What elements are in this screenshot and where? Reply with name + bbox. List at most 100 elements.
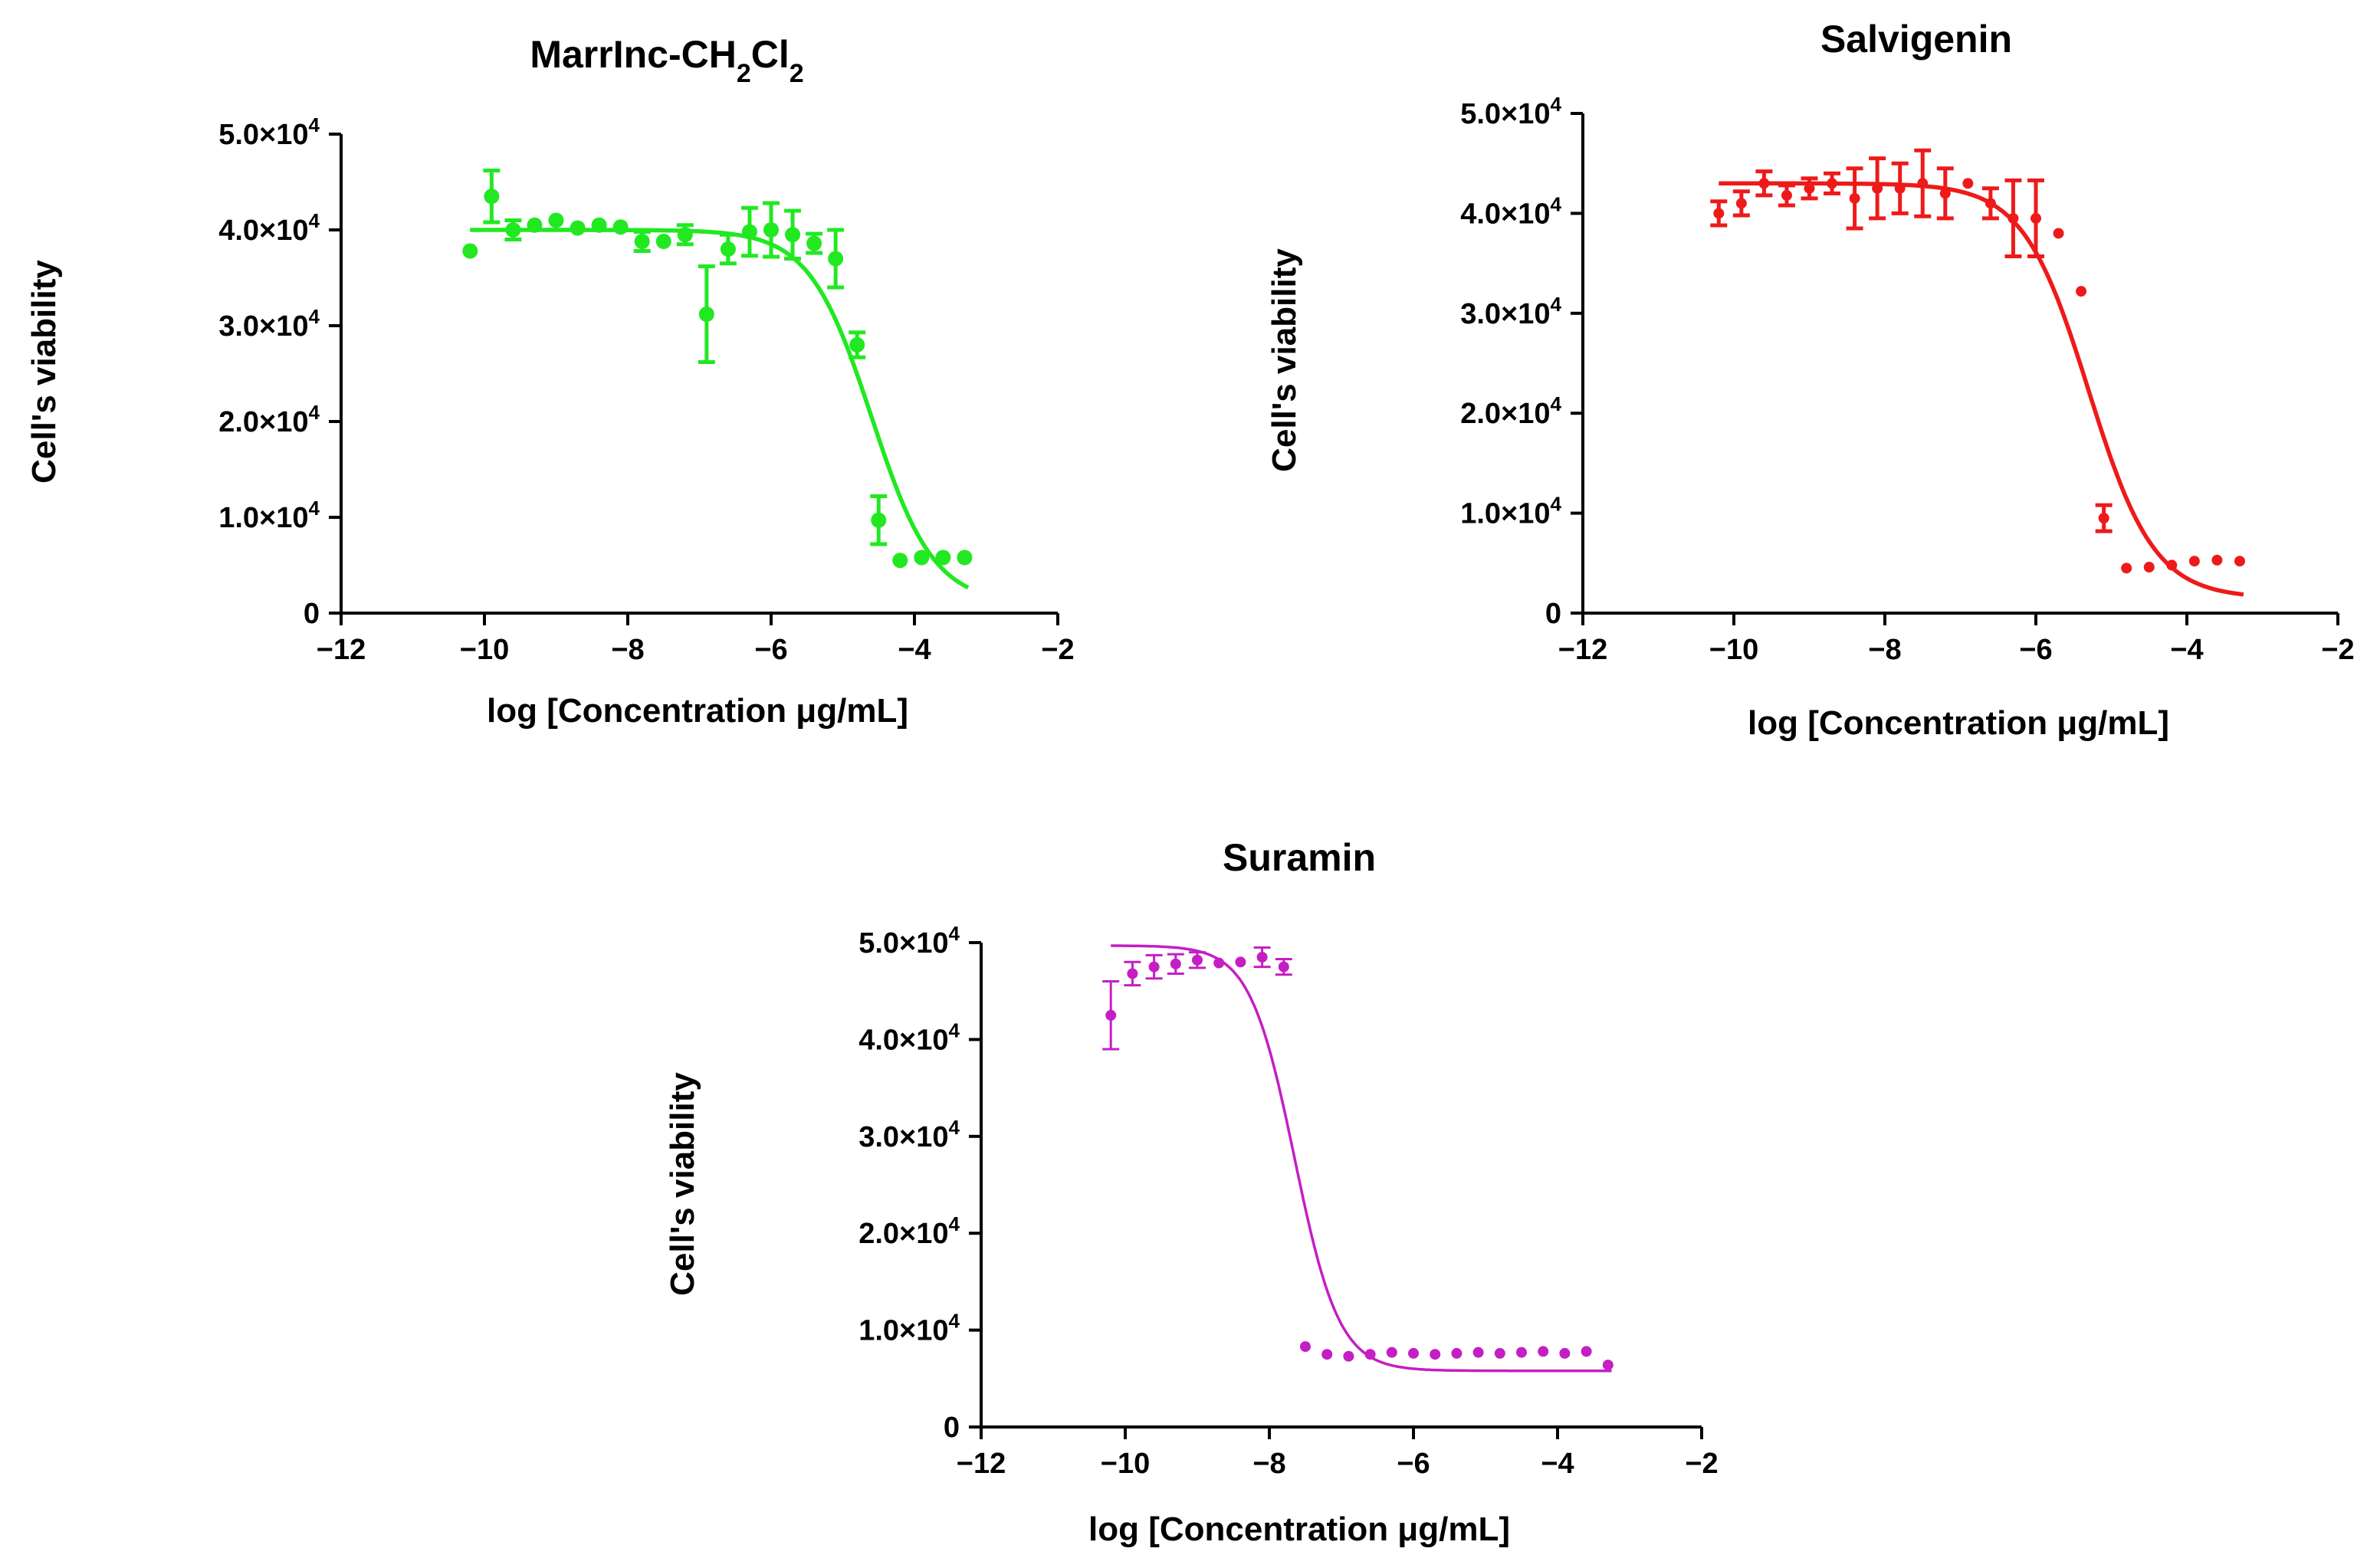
y-tick-label: 3.0×104 (218, 305, 320, 343)
data-point (2211, 554, 2223, 566)
data-point (1300, 1341, 1311, 1353)
y-tick-exponent: 4 (1551, 293, 1562, 316)
data-point (1827, 178, 1838, 189)
y-tick-exponent: 4 (309, 497, 320, 520)
data-point (1494, 1347, 1505, 1359)
data-point (1451, 1347, 1463, 1359)
data-point (2234, 556, 2245, 567)
x-tick-label: −12 (957, 1448, 1006, 1480)
y-tick-mantissa: 1.0×10 (858, 1315, 948, 1347)
data-point (1148, 961, 1160, 973)
fit-curve (470, 228, 970, 590)
data-point (2030, 212, 2041, 224)
data-point (1408, 1347, 1419, 1359)
y-tick-mantissa: 3.0×10 (1460, 298, 1550, 330)
y-tick-exponent: 4 (949, 922, 960, 945)
chart-title: MarrInc-CH2Cl2 (530, 33, 803, 88)
data-point (2143, 562, 2155, 573)
y-tick-mantissa: 0 (304, 598, 320, 630)
y-tick-label: 0 (944, 1412, 960, 1444)
data-point (1962, 178, 1974, 189)
chart-title: Suramin (1223, 836, 1376, 879)
data-point (806, 235, 822, 251)
data-point (2188, 556, 2200, 567)
data-point (741, 224, 757, 240)
x-tick-label: −10 (1101, 1448, 1150, 1480)
data-point (828, 251, 844, 267)
chart-top-right: Salvigenin01.0×1042.0×1043.0×1044.0×1045… (1266, 18, 2355, 742)
y-tick-exponent: 4 (949, 1116, 960, 1139)
data-point (871, 512, 887, 528)
data-point (505, 222, 521, 238)
data-point (1213, 957, 1225, 969)
y-tick-label: 1.0×104 (858, 1310, 960, 1347)
data-point (698, 307, 714, 322)
title-subscript: 2 (737, 59, 751, 88)
data-point (591, 217, 607, 233)
y-tick-label: 3.0×104 (1460, 293, 1561, 330)
y-tick-exponent: 4 (309, 305, 320, 328)
data-point (1516, 1347, 1527, 1358)
chart-top-left: MarrInc-CH2Cl201.0×1042.0×1043.0×1044.0×… (25, 33, 1075, 730)
x-tick-label: −12 (317, 634, 366, 666)
data-point (527, 217, 543, 233)
y-axis-label: Cell's viability (664, 1072, 701, 1296)
data-point (1538, 1346, 1549, 1357)
y-tick-mantissa: 2.0×10 (858, 1218, 948, 1250)
data-point (1343, 1350, 1354, 1362)
data-point (1758, 178, 1770, 189)
y-tick-label: 2.0×104 (858, 1212, 960, 1250)
data-point (655, 234, 671, 249)
y-tick-mantissa: 4.0×10 (218, 215, 308, 247)
data-point (1602, 1360, 1614, 1371)
data-point (462, 243, 478, 259)
y-tick-exponent: 4 (1551, 392, 1562, 415)
data-point (2008, 212, 2019, 224)
y-tick-mantissa: 2.0×10 (1460, 398, 1550, 430)
y-tick-label: 4.0×104 (858, 1019, 960, 1056)
data-point (1781, 189, 1792, 201)
fit-curve (1719, 181, 2244, 597)
data-point (1939, 188, 1951, 199)
fit-curve (1111, 944, 1612, 1373)
data-point (1985, 198, 1996, 209)
data-point (720, 241, 736, 257)
x-tick-label: −2 (2321, 634, 2354, 666)
title-segment: MarrInc-CH (530, 33, 736, 76)
data-point (1872, 182, 1883, 194)
x-tick-label: −4 (1541, 1448, 1574, 1480)
y-tick-mantissa: 4.0×10 (1460, 198, 1550, 230)
y-tick-exponent: 4 (949, 1212, 960, 1235)
data-point (2076, 286, 2087, 297)
data-point (849, 337, 865, 353)
y-axis-label: Cell's viability (25, 260, 63, 484)
y-tick-exponent: 4 (949, 1019, 960, 1042)
data-point (1256, 951, 1268, 963)
data-point (1894, 182, 1906, 194)
data-point (570, 220, 586, 236)
data-point (677, 227, 693, 243)
data-point (612, 219, 629, 235)
data-point (1804, 182, 1815, 194)
chart-bottom-center: Suramin01.0×1042.0×1043.0×1044.0×1045.0×… (664, 836, 1719, 1548)
data-point (892, 553, 908, 569)
data-point (2166, 559, 2178, 571)
y-tick-label: 0 (304, 598, 320, 630)
data-point (484, 189, 500, 205)
y-tick-label: 1.0×104 (218, 497, 320, 534)
x-tick-label: −2 (1685, 1448, 1718, 1480)
y-tick-mantissa: 3.0×10 (218, 310, 308, 343)
y-tick-mantissa: 1.0×10 (218, 502, 308, 534)
y-tick-exponent: 4 (1551, 493, 1562, 516)
data-point (634, 234, 650, 249)
y-tick-exponent: 4 (309, 401, 320, 424)
data-point (1192, 954, 1203, 966)
x-tick-label: −12 (1558, 634, 1607, 666)
data-point (1127, 968, 1138, 979)
y-tick-mantissa: 5.0×10 (218, 119, 308, 151)
y-tick-label: 5.0×104 (1460, 93, 1561, 130)
title-segment: Cl (751, 33, 790, 76)
y-tick-exponent: 4 (949, 1310, 960, 1333)
y-tick-exponent: 4 (1551, 192, 1562, 215)
